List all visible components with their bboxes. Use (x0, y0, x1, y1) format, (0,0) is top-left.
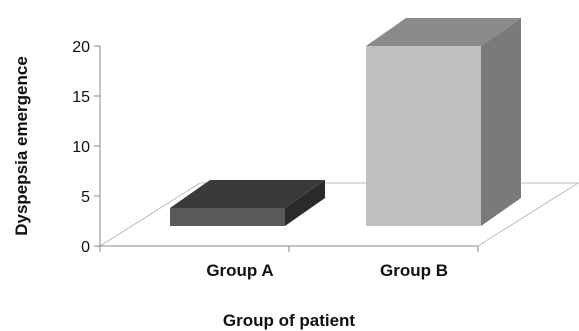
x-tick-label-group-b: Group B (380, 261, 448, 280)
y-ticks: 0 5 10 15 20 (72, 39, 100, 256)
y-tick-label: 20 (72, 39, 90, 56)
bar-group-a (170, 180, 325, 226)
y-tick-label: 10 (72, 139, 90, 156)
bar-group-b (366, 18, 521, 226)
bar-side-group-a (285, 180, 325, 226)
x-axis-title: Group of patient (223, 311, 356, 330)
bar-front-group-a (170, 208, 285, 226)
y-tick-label: 0 (81, 239, 90, 256)
y-tick-label: 15 (72, 89, 90, 106)
x-tick-label-group-a: Group A (206, 261, 273, 280)
bars (170, 18, 521, 226)
bar-top-group-b (366, 18, 521, 46)
bar-top-group-a (170, 180, 325, 208)
y-axis-title: Dyspepsia emergence (12, 56, 31, 236)
x-ticks: Group A Group B (99, 246, 479, 280)
bar-side-group-b (481, 18, 521, 226)
bar-front-group-b (366, 46, 481, 226)
y-tick-label: 5 (81, 189, 90, 206)
